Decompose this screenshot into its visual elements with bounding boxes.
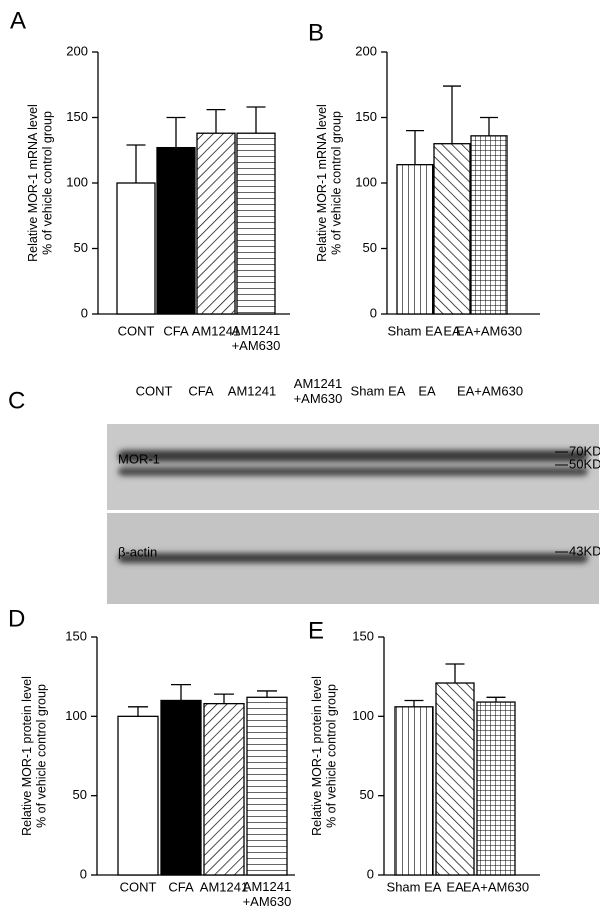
- bar: [396, 164, 434, 315]
- x-tick-label: Sham EA: [387, 879, 442, 894]
- y-tick-label: 150: [355, 109, 377, 124]
- y-tick-label: 0: [81, 305, 88, 320]
- panel-letter: E: [308, 617, 324, 644]
- chart-panel: D Relative MOR-1 protein level% of vehicl…: [8, 605, 295, 909]
- y-tick-label: 150: [66, 109, 88, 124]
- lane-label: EA+AM630: [457, 383, 523, 398]
- x-tick-label: EA: [443, 323, 461, 338]
- y-tick-label: 100: [355, 174, 377, 189]
- error-bar: [406, 129, 424, 165]
- chart-panel: B Relative MOR-1 mRNA level% of vehicle c…: [308, 19, 540, 338]
- chart-panel: A Relative MOR-1 mRNA level% of vehicle c…: [10, 7, 290, 353]
- bar: [203, 702, 245, 876]
- x-tick-label: AM1241 +AM630: [243, 879, 292, 909]
- y-tick-label: 100: [352, 708, 374, 723]
- blot-panel: C MOR-1 β-actin 70KDa 50KDa 43KDa CONT C…: [8, 376, 600, 604]
- panel-letter: C: [8, 387, 25, 414]
- marker-label: 50KDa: [569, 456, 600, 471]
- bar: [236, 132, 276, 315]
- x-tick-label: EA+AM630: [463, 879, 529, 894]
- x-tick-label: EA+AM630: [456, 323, 522, 338]
- x-tick-label: CONT: [120, 879, 157, 894]
- bar: [246, 696, 288, 876]
- x-tick-label: CFA: [168, 879, 194, 894]
- panel-letter: A: [10, 7, 26, 34]
- x-tick-label: AM1241: [200, 879, 248, 894]
- y-tick-label: 50: [73, 787, 87, 802]
- chart-panel: E Relative MOR-1 protein level% of vehicl…: [308, 617, 540, 894]
- lane-label: AM1241: [228, 383, 276, 398]
- x-tick-label: CFA: [163, 323, 189, 338]
- y-tick-label: 150: [65, 628, 87, 643]
- error-bar: [214, 693, 234, 704]
- error-bar: [443, 85, 461, 144]
- error-bar: [126, 144, 146, 183]
- panel-letter: B: [308, 19, 324, 46]
- bar: [476, 701, 516, 876]
- y-tick-label: 0: [80, 866, 87, 881]
- bar: [435, 682, 475, 876]
- x-tick-label: AM1241: [192, 323, 240, 338]
- x-tick-label: Sham EA: [388, 323, 443, 338]
- y-tick-label: 200: [355, 43, 377, 58]
- y-axis-label: Relative MOR-1 mRNA level% of vehicle co…: [315, 104, 343, 262]
- row-label: MOR-1: [118, 451, 160, 466]
- bar: [116, 182, 156, 315]
- bar: [470, 135, 508, 315]
- y-tick-label: 0: [370, 305, 377, 320]
- error-bar: [171, 683, 191, 701]
- error-bar: [480, 116, 498, 136]
- error-bar: [404, 699, 424, 707]
- blot-bands: [118, 450, 588, 563]
- error-bar: [486, 696, 506, 703]
- lane-label: Sham EA: [351, 383, 406, 398]
- y-tick-label: 0: [367, 866, 374, 881]
- x-tick-label: EA: [446, 879, 464, 894]
- x-tick-label: AM1241 +AM630: [232, 323, 281, 353]
- y-axis-label: Relative MOR-1 protein level% of vehicle…: [20, 676, 48, 836]
- error-bar: [246, 106, 266, 134]
- y-tick-label: 50: [74, 240, 88, 255]
- bar: [160, 699, 202, 876]
- y-tick-label: 100: [65, 708, 87, 723]
- bar: [196, 132, 236, 315]
- y-tick-label: 200: [66, 43, 88, 58]
- bar: [433, 143, 471, 315]
- lane-label: CONT: [136, 383, 173, 398]
- bar: [156, 146, 196, 315]
- error-bar: [166, 116, 186, 148]
- error-bar: [128, 706, 148, 717]
- marker-label: 43KDa: [569, 543, 600, 558]
- lane-label: EA: [418, 383, 436, 398]
- error-bar: [257, 690, 277, 698]
- bar: [394, 706, 434, 876]
- panel-letter: D: [8, 605, 25, 632]
- error-bar: [206, 108, 226, 134]
- error-bar: [445, 663, 465, 684]
- y-axis-label: Relative MOR-1 protein level% of vehicle…: [310, 676, 338, 836]
- x-tick-label: CONT: [118, 323, 155, 338]
- marker-label: 70KDa: [569, 443, 600, 458]
- row-label: β-actin: [118, 544, 157, 559]
- y-tick-label: 50: [360, 787, 374, 802]
- y-tick-label: 50: [363, 240, 377, 255]
- y-axis-label: Relative MOR-1 mRNA level% of vehicle co…: [26, 104, 54, 262]
- lane-label: CFA: [188, 383, 214, 398]
- lane-label: AM1241 +AM630: [294, 376, 343, 406]
- bar: [117, 715, 159, 876]
- y-tick-label: 150: [352, 628, 374, 643]
- y-tick-label: 100: [66, 174, 88, 189]
